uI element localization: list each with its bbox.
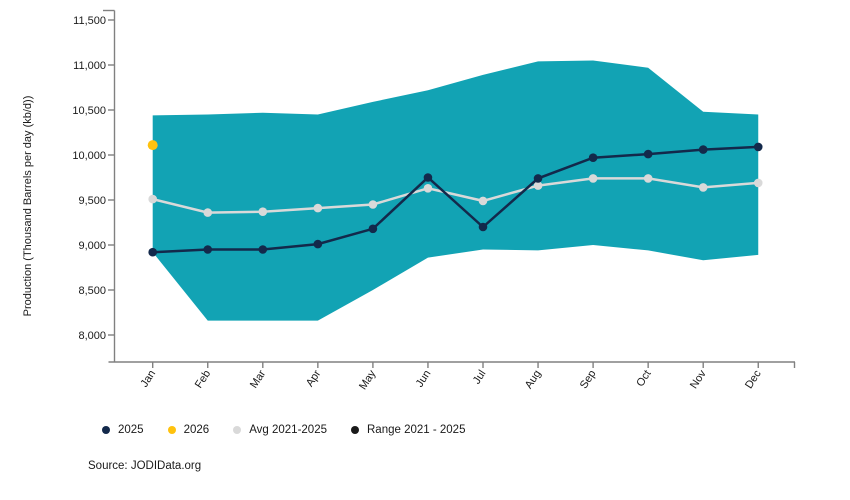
data-point [698,183,708,192]
x-tick-label: Jul [471,368,489,386]
data-point [753,142,763,152]
chart-legend: 2025 2026 Avg 2021-2025 Range 2021 - 2025 [102,424,465,436]
data-point [423,184,433,193]
y-tick-label: 10,500 [72,105,106,117]
x-tick-label: Nov [688,368,709,391]
data-point [258,207,268,216]
y-tick-label: 9,500 [78,195,106,207]
data-point [148,247,157,257]
data-point [588,153,598,162]
legend-marker-icon [351,426,359,434]
legend-label: Range 2021 - 2025 [367,424,466,436]
data-point [533,174,543,183]
range-band [152,60,759,321]
data-point [313,203,323,213]
legend-marker-icon [233,426,242,434]
data-point [203,245,213,254]
data-point [478,222,488,232]
legend-item-avg-2021-2025[interactable]: Avg 2021-2025 [233,424,327,436]
data-point [753,178,763,188]
x-tick-label: Jan [138,368,158,389]
y-tick-label: 11,000 [73,60,106,72]
y-tick-label: 8,500 [78,285,106,297]
x-tick-label: Feb [193,368,213,390]
legend-item-2025[interactable]: 2025 [102,424,144,436]
data-point [368,224,378,234]
x-tick-label: Oct [634,368,653,389]
data-point [533,181,543,190]
legend-label: 2026 [183,424,210,436]
series-line-avg-2021-2025 [152,177,759,214]
data-point [203,208,213,217]
data-point-2026 [147,140,158,151]
source-note: Source: JODIData.org [88,460,202,472]
data-point [643,149,653,159]
x-tick-label: Apr [304,368,324,389]
data-point [148,194,157,204]
x-tick-label: May [357,368,379,392]
x-tick-label: Jun [414,368,434,389]
y-tick-label: 8,000 [78,330,106,342]
x-tick-label: Mar [248,368,269,391]
data-point [588,174,598,183]
chart-canvas: Production (Thousand Barrels per day (kb… [22,9,796,392]
x-tick-label: Dec [743,368,764,391]
data-point [478,196,488,206]
y-tick-label: 10,000 [72,150,106,162]
legend-item-range-2021---2025[interactable]: Range 2021 - 2025 [351,424,465,436]
data-point [698,145,708,154]
legend-marker-icon [167,426,176,434]
legend-item-2026[interactable]: 2026 [167,424,210,436]
legend-label: Avg 2021-2025 [249,424,327,436]
data-point [643,174,653,183]
legend-label: 2025 [118,424,144,436]
x-tick-label: Sep [578,368,599,391]
data-point [423,173,433,182]
legend-marker-icon [102,426,110,434]
data-point [368,200,378,209]
y-tick-label: 9,000 [78,240,106,252]
data-point [258,245,268,254]
production-chart: Production (Thousand Barrels per day (kb… [22,9,796,392]
y-tick-label: 11,500 [73,15,106,27]
x-tick-label: Aug [523,368,544,391]
series-line-2025 [152,145,759,254]
y-axis-title: Production (Thousand Barrels per day (kb… [22,96,34,317]
data-point [313,239,323,249]
